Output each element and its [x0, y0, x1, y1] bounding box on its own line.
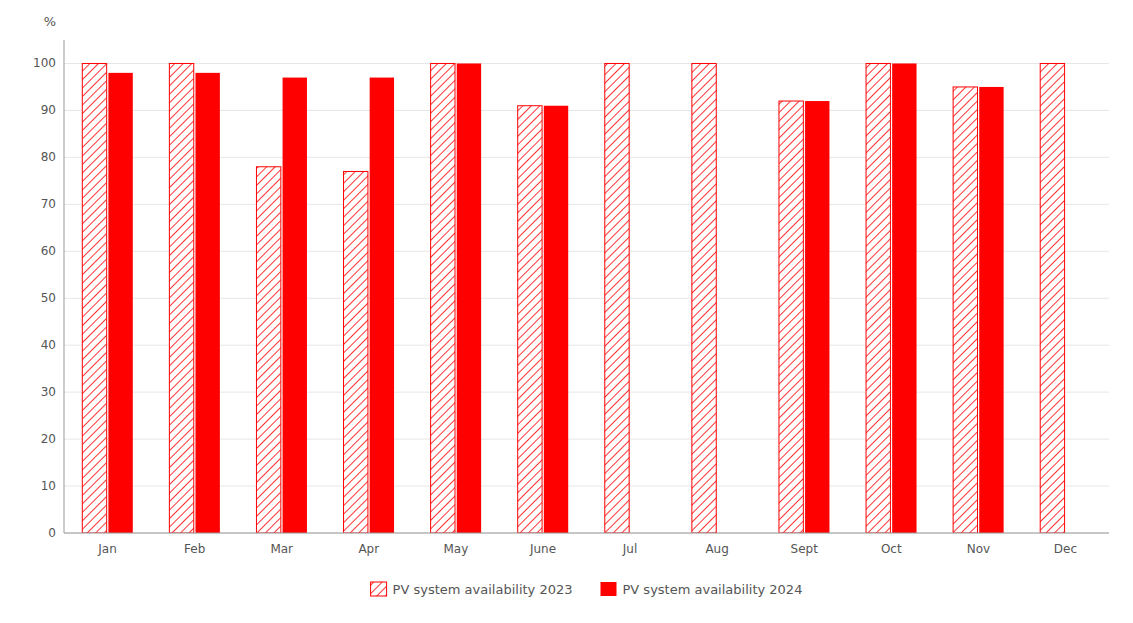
grid-line: [64, 486, 1109, 487]
y-tick-label: 40: [41, 338, 56, 352]
y-axis-label: %: [44, 14, 56, 29]
legend-item: PV system availability 2024: [601, 582, 803, 597]
y-tick-label: 70: [41, 197, 56, 211]
chart-svg: 0 10 20 30 40 50 60 70 80 90 100% Jan Feb Mar Apr May Ju…: [0, 0, 1133, 623]
x-tick-label: Feb: [184, 542, 205, 556]
legend-item: PV system availability 2023: [371, 582, 573, 597]
grid-line: [64, 533, 1109, 534]
y-axis: 0 10 20 30 40 50 60 70 80 90 100: [33, 40, 1109, 540]
y-tick-label: 30: [41, 385, 56, 399]
grid-line: [64, 63, 1109, 64]
bar: [283, 78, 307, 533]
y-tick-label: 10: [41, 479, 56, 493]
x-axis: Jan Feb Mar Apr May June Jul Aug Sept Oct Nov Dec: [64, 533, 1109, 556]
bar: [108, 73, 132, 533]
bar: [979, 87, 1003, 533]
bar: [370, 78, 394, 533]
x-tick-label: Aug: [705, 542, 728, 556]
x-tick-label: Oct: [881, 542, 902, 556]
x-tick-label: Apr: [358, 542, 379, 556]
y-tick-label: 100: [33, 56, 56, 70]
bar: [805, 101, 829, 533]
y-tick-label: 90: [41, 103, 56, 117]
chart-container: 0 10 20 30 40 50 60 70 80 90 100% Jan Feb Mar Apr May Ju…: [0, 0, 1133, 623]
grid-line: [64, 157, 1109, 158]
bar: [692, 63, 716, 533]
grid-line: [64, 251, 1109, 252]
bar: [892, 63, 916, 533]
grid-line: [64, 204, 1109, 205]
bar: [866, 63, 890, 533]
x-tick-label: Nov: [967, 542, 990, 556]
grid-line: [64, 439, 1109, 440]
x-tick-label: Jul: [622, 542, 637, 556]
bar: [457, 63, 481, 533]
grid-line: [64, 392, 1109, 393]
x-tick-label: Dec: [1054, 542, 1077, 556]
bar: [344, 171, 368, 533]
x-tick-label: June: [529, 542, 556, 556]
y-tick-label: 20: [41, 432, 56, 446]
bar: [1040, 63, 1064, 533]
bar: [544, 106, 568, 533]
bar: [605, 63, 629, 533]
grid-line: [64, 110, 1109, 111]
grid-line: [64, 345, 1109, 346]
legend: PV system availability 2023 PV system ava…: [371, 582, 803, 597]
bar: [195, 73, 219, 533]
x-tick-label: Sept: [791, 542, 819, 556]
bar: [431, 63, 455, 533]
x-tick-label: Jan: [97, 542, 117, 556]
legend-label: PV system availability 2024: [623, 582, 803, 597]
y-tick-label: 60: [41, 244, 56, 258]
bar: [779, 101, 803, 533]
y-tick-label: 80: [41, 150, 56, 164]
x-tick-label: Mar: [270, 542, 293, 556]
bar: [953, 87, 977, 533]
y-axis-line: [64, 40, 65, 533]
legend-label: PV system availability 2023: [393, 582, 573, 597]
bar: [518, 106, 542, 533]
bar: [256, 167, 280, 533]
bar: [169, 63, 193, 533]
y-tick-label: 0: [48, 526, 56, 540]
bar: [82, 63, 106, 533]
legend-swatch: [601, 582, 617, 596]
grid-line: [64, 298, 1109, 299]
bars: [82, 63, 1064, 533]
legend-swatch: [371, 582, 387, 596]
y-tick-label: 50: [41, 291, 56, 305]
x-axis-line: [64, 533, 1109, 534]
x-tick-label: May: [443, 542, 468, 556]
